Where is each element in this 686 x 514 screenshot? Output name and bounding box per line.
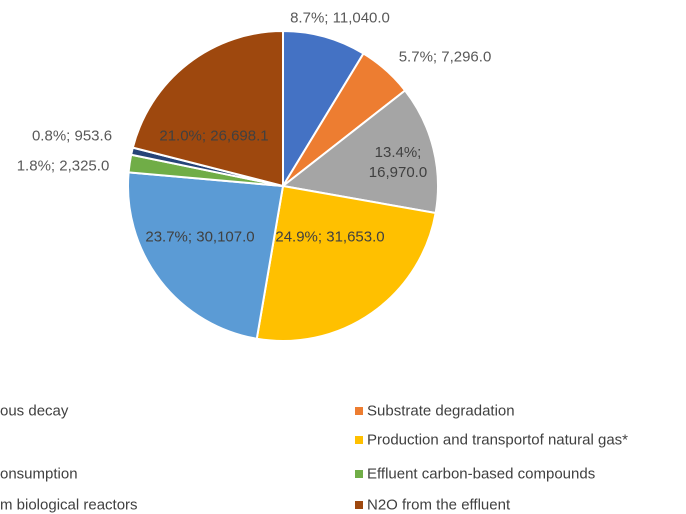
legend-swatch [355, 407, 363, 415]
pie-slice [127, 171, 285, 340]
data-label: 23.7%; 30,107.0 [145, 228, 255, 246]
legend-label: m biological reactors [0, 496, 138, 514]
legend-swatch [355, 501, 363, 509]
pie-slice [131, 29, 284, 188]
pie-slice [282, 29, 365, 190]
legend-swatch [355, 470, 363, 478]
legend-label: Effluent carbon-based compounds [367, 465, 596, 483]
legend-label: ous decay [0, 402, 69, 420]
pie-slice [255, 184, 437, 342]
data-label: 1.8%; 2,325.0 [16, 157, 110, 175]
data-label: 5.7%; 7,296.0 [398, 48, 492, 66]
legend-label: N2O from the effluent [367, 496, 511, 514]
legend-label: onsumption [0, 465, 78, 483]
legend-label: Substrate degradation [367, 402, 515, 420]
data-label: 8.7%; 11,040.0 [290, 9, 390, 27]
legend-swatch [355, 436, 363, 444]
data-label: 0.8%; 953.6 [31, 127, 113, 145]
data-label: 24.9%; 31,653.0 [275, 228, 385, 246]
data-label: 13.4%; 16,970.0 [368, 144, 428, 181]
pie-slice [280, 89, 439, 215]
data-label: 21.0%; 26,698.1 [159, 127, 269, 145]
legend-label: Production and transportof natural gas* [367, 431, 628, 449]
